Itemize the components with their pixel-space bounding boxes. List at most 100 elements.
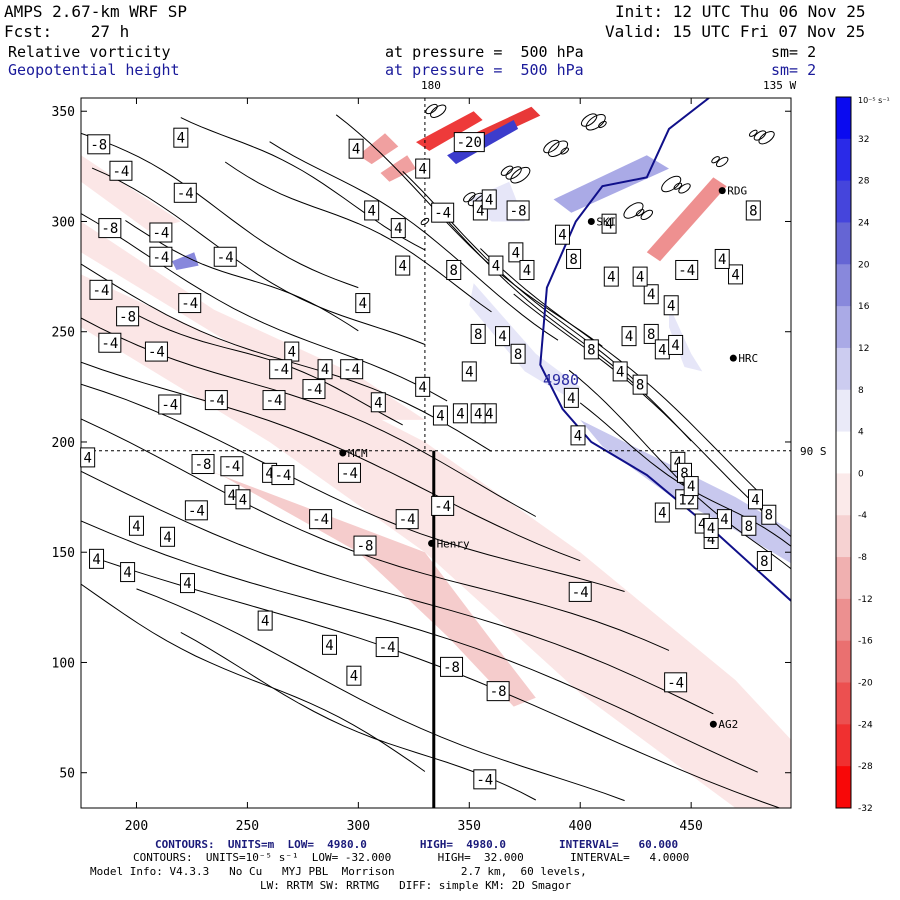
contour-label: 8 xyxy=(510,343,526,364)
contour-label-box xyxy=(87,134,111,155)
contour-label-box xyxy=(506,200,530,221)
colorbar-segment xyxy=(836,180,851,223)
colorbar-segment xyxy=(836,640,851,684)
contour-label: -4 xyxy=(204,390,228,411)
contour-label-box xyxy=(714,248,730,269)
contour-label-box xyxy=(415,376,431,397)
contour-label-text: 4 xyxy=(667,298,675,314)
contour-label: -4 xyxy=(158,394,182,415)
pressure-height: at pressure = 500 hPa xyxy=(385,61,584,79)
contour-label-box xyxy=(160,526,176,547)
contour-label: -4 xyxy=(184,500,208,521)
contour-label-box xyxy=(432,405,448,426)
colorbar-tick-label: -32 xyxy=(858,804,873,814)
contour-line xyxy=(180,117,426,251)
height-contour-4980 xyxy=(539,98,791,602)
contour-label: 4 xyxy=(748,489,763,510)
contour-cell xyxy=(510,166,531,184)
contour-label-text: 4 xyxy=(658,506,666,522)
contour-cell xyxy=(500,165,514,176)
contour-label-box xyxy=(116,306,140,327)
contour-label-text: 4 xyxy=(574,428,582,444)
contour-label-text: 4 xyxy=(123,565,131,581)
contour-label: 8 xyxy=(470,323,486,344)
colorbar-segment xyxy=(836,557,851,600)
station-dot xyxy=(718,187,726,195)
contour-label-box xyxy=(235,489,251,510)
contour-label-box xyxy=(120,562,136,583)
colorbar-tick-label: -12 xyxy=(858,595,873,605)
station-dot xyxy=(428,539,436,547)
vort-feature xyxy=(646,177,727,262)
contour-label: 4 xyxy=(643,284,659,305)
contour-line xyxy=(81,520,758,773)
contour-label-text: 4 xyxy=(288,345,296,361)
contour-line xyxy=(480,248,759,492)
contour-label-box xyxy=(173,182,197,203)
colorbar-segment xyxy=(836,389,851,433)
contour-label-text: 4 xyxy=(261,614,269,630)
contour-label: 4 xyxy=(714,248,730,269)
contour-label: 8 xyxy=(566,248,582,269)
contour-label-text: -4 xyxy=(223,459,240,475)
contour-label-text: 4 xyxy=(558,228,566,244)
contour-label-box xyxy=(603,266,619,287)
contour-label: 4 xyxy=(395,255,411,276)
contour-label-text: 4 xyxy=(359,296,367,312)
contour-label-text: 4 xyxy=(687,479,695,495)
contour-label-box xyxy=(109,160,133,181)
contour-cell xyxy=(623,202,644,219)
contour-label-box xyxy=(89,279,113,300)
contour-label: 4 xyxy=(601,213,617,234)
contour-label: 4 xyxy=(621,326,637,347)
contour-label: 4 xyxy=(346,665,362,686)
smoothing-height: sm= 2 xyxy=(771,61,817,79)
contour-label: 4 xyxy=(120,562,136,583)
contour-label-text: -4 xyxy=(306,382,323,398)
contour-label: 4 xyxy=(89,548,105,569)
contour-label: 8 xyxy=(583,339,599,360)
contour-label-box xyxy=(621,326,637,347)
contour-cell xyxy=(748,129,758,137)
contour-label: 4 xyxy=(654,502,670,523)
contour-label-box xyxy=(346,665,362,686)
contour-label-box xyxy=(220,456,244,477)
contour-label-text: -4 xyxy=(341,466,358,482)
contour-label-box xyxy=(178,293,202,314)
contour-label-text: 4 xyxy=(605,217,613,233)
contour-cell xyxy=(425,103,438,115)
y-tick-label: 200 xyxy=(52,436,75,451)
contour-label-text: 4 xyxy=(239,492,247,508)
contour-cell xyxy=(673,182,683,190)
contour-label-text: 4 xyxy=(399,259,407,275)
contour-cell xyxy=(430,104,447,118)
contour-label-text: 4 xyxy=(352,142,360,158)
contour-line xyxy=(81,583,426,772)
contour-label-text: -20 xyxy=(457,135,482,151)
contour-label-text: 4 xyxy=(394,221,402,237)
contour-label: 4 xyxy=(554,224,570,245)
contour-label: 4 xyxy=(612,361,628,382)
contour-label-text: -4 xyxy=(101,336,118,352)
contour-cell xyxy=(505,166,522,180)
contour-label-text: -4 xyxy=(572,585,589,601)
vort-feature xyxy=(380,155,416,182)
contour-label-text: -4 xyxy=(161,397,178,413)
init-time: Init: 12 UTC Thu 06 Nov 25 xyxy=(615,2,866,21)
contour-label-box xyxy=(395,509,419,530)
contour-label-box xyxy=(643,323,659,344)
contour-label-text: 8 xyxy=(474,327,482,343)
contour-label-box xyxy=(271,465,295,486)
station-dot xyxy=(339,449,347,457)
lon-label-180: 180 xyxy=(421,79,441,92)
station-label: RDG xyxy=(727,185,747,198)
contour-label-box xyxy=(481,189,497,210)
contour-label-box xyxy=(488,255,504,276)
contour-label-text: 4 xyxy=(567,391,575,407)
colorbar-tick-label: 0 xyxy=(858,469,864,479)
contour-label-box xyxy=(309,509,333,530)
colorbar-segment xyxy=(836,515,851,558)
contour-label-text: -4 xyxy=(379,640,396,656)
contour-label: -4 xyxy=(149,222,173,243)
